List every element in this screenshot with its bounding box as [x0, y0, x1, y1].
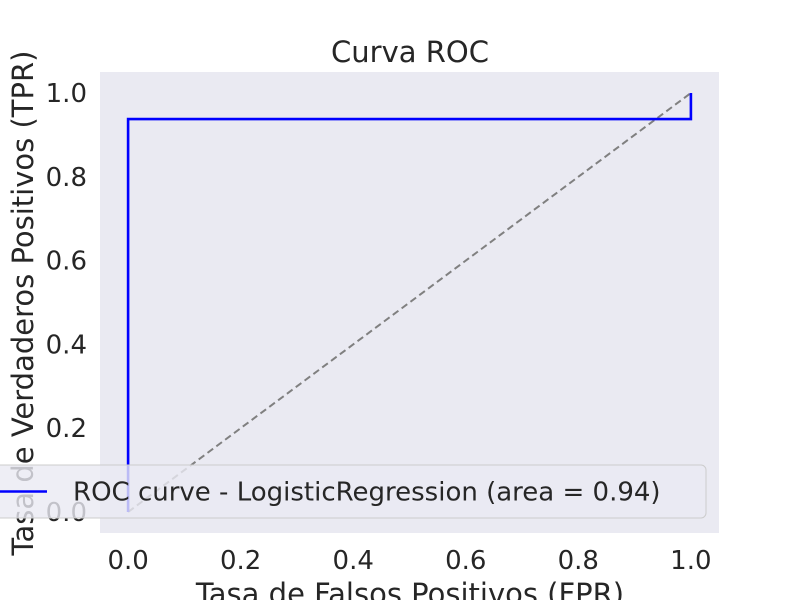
- x-tick-label: 0.2: [220, 546, 261, 576]
- x-tick-label: 1.0: [670, 546, 711, 576]
- chart-title: Curva ROC: [331, 35, 489, 69]
- x-axis-label: Tasa de Falsos Positivos (FPR): [195, 577, 624, 600]
- y-tick-label: 0.8: [46, 163, 87, 193]
- y-tick-label: 1.0: [46, 79, 87, 109]
- x-tick-label: 0.0: [107, 546, 148, 576]
- legend-box: [0, 464, 707, 519]
- chance-diagonal-line: [127, 92, 692, 513]
- x-tick-label: 0.6: [445, 546, 486, 576]
- y-tick-label: 0.6: [46, 247, 87, 277]
- y-tick-label: 0.2: [46, 414, 87, 444]
- y-tick-label: 0.4: [46, 330, 87, 360]
- series-layer: [126, 92, 693, 513]
- roc-curve-line: [126, 93, 693, 512]
- x-tick-label: 0.4: [333, 546, 374, 576]
- legend-label: ROC curve - LogisticRegression (area = 0…: [73, 478, 661, 508]
- y-axis-ticks: 0.00.20.40.60.81.0: [46, 79, 87, 528]
- x-axis-ticks: 0.0 0.2 0.4 0.6 0.8 1.0: [107, 546, 711, 576]
- x-tick-label: 0.8: [558, 546, 599, 576]
- legend: ROC curve - LogisticRegression (area = 0…: [0, 464, 707, 519]
